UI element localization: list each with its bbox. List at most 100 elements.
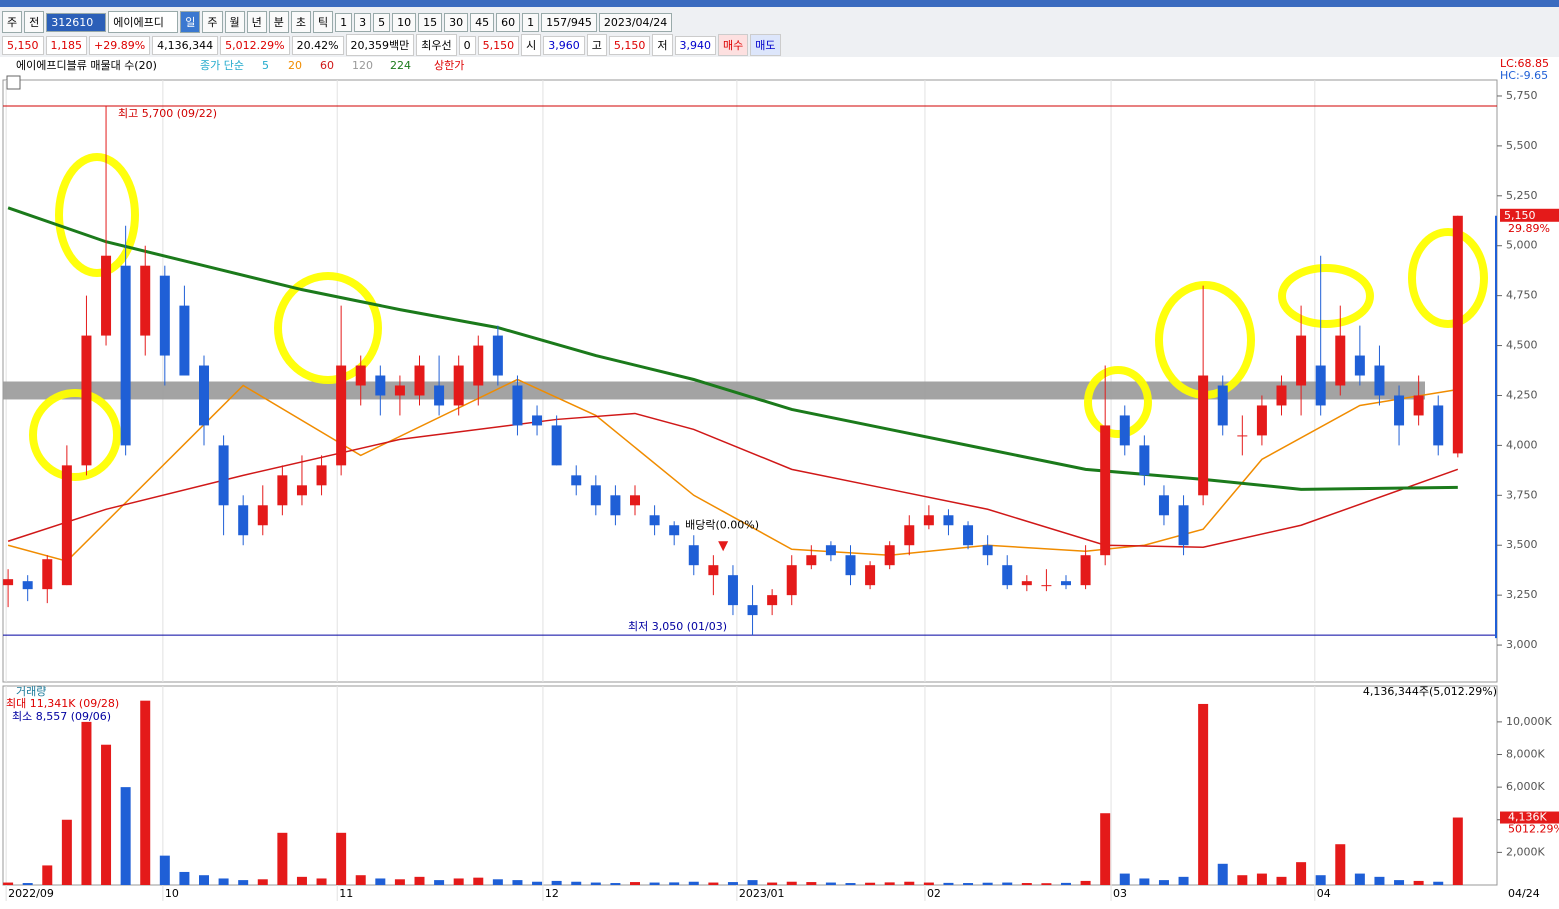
toolbar-button[interactable]: 30: [444, 12, 469, 32]
volume-bar: [394, 879, 405, 885]
candle-body: [865, 565, 876, 586]
x-tick-label: 04: [1317, 887, 1331, 900]
volume-bar: [1413, 880, 1424, 885]
volume-bar: [1335, 844, 1346, 885]
quote-field[interactable]: 5,150: [608, 35, 651, 55]
quote-field[interactable]: 5,012.29%: [220, 35, 290, 55]
y-tick-label: 5,500: [1506, 139, 1538, 152]
candle-body: [982, 545, 993, 556]
quote-field[interactable]: 4,136,344: [152, 35, 219, 55]
candle-body: [140, 265, 151, 336]
volume-bar: [199, 875, 210, 885]
candle-body: [1433, 405, 1444, 446]
y-tick-label: 5,000: [1506, 239, 1538, 252]
toolbar-button[interactable]: 1: [335, 12, 353, 32]
volume-bar: [3, 882, 14, 885]
volume-bar: [1374, 876, 1385, 885]
volume-bar: [1198, 703, 1209, 885]
toolbar-button[interactable]: 틱: [313, 11, 334, 33]
candle-body: [806, 555, 817, 566]
volume-bar: [845, 883, 856, 885]
quote-field[interactable]: 저: [652, 34, 673, 56]
toolbar-button[interactable]: 60: [496, 12, 521, 32]
candle-body: [101, 255, 112, 336]
candle-body: [199, 365, 210, 426]
hc-label: HC:-9.65: [1500, 69, 1548, 82]
toolbar-button[interactable]: 2023/04/24: [598, 12, 673, 32]
x-tick-label: 11: [339, 887, 353, 900]
highlights: [29, 153, 1488, 481]
quote-field[interactable]: 5,150: [2, 35, 44, 55]
candle-body: [159, 275, 170, 356]
x-tick-label: 10: [165, 887, 179, 900]
candle-body: [42, 559, 53, 590]
volume-bar: [414, 876, 425, 885]
toolbar-button[interactable]: 에이에프디: [108, 11, 179, 33]
candle-body: [1139, 445, 1150, 476]
toolbar-button[interactable]: 45: [470, 12, 495, 32]
toolbar-button[interactable]: 주: [202, 11, 223, 33]
toolbar-button[interactable]: 월: [224, 11, 245, 33]
quote-field[interactable]: 3,940: [674, 35, 717, 55]
quote-field[interactable]: 매수: [718, 34, 749, 56]
candle-body: [1002, 565, 1013, 586]
quote-field[interactable]: 최우선: [416, 34, 457, 56]
quote-field[interactable]: 고: [586, 34, 607, 56]
toolbar-button[interactable]: 15: [418, 12, 443, 32]
lc-label: LC:68.85: [1500, 57, 1549, 70]
y-tick-label: 4,500: [1506, 339, 1538, 352]
volume-bar: [179, 871, 190, 885]
toolbar-button[interactable]: 일: [180, 11, 201, 33]
volume-bar: [865, 882, 876, 885]
toolbar-button[interactable]: 1: [522, 12, 540, 32]
y-tick-label: 4,750: [1506, 289, 1538, 302]
toolbar-button[interactable]: 157/945: [541, 12, 597, 32]
toolbar-button[interactable]: 전: [24, 11, 45, 33]
toolbar-button[interactable]: 년: [246, 11, 267, 33]
volume-bar: [532, 881, 543, 885]
toolbar-button[interactable]: 초: [290, 11, 311, 33]
toolbar-button[interactable]: 주: [2, 11, 23, 33]
volume-bar: [336, 832, 347, 885]
last-volume: 4,136K: [1508, 811, 1547, 824]
chart-title: 에이에프디블류 매물대 수(20): [16, 59, 157, 72]
candle-body: [492, 335, 503, 376]
candle-body: [590, 485, 601, 506]
volume-bar: [375, 878, 386, 885]
legend-entry: 5: [262, 59, 269, 72]
toolbar-button[interactable]: 3: [354, 12, 372, 32]
highlight: [1084, 366, 1152, 438]
toolbar-button[interactable]: 분: [268, 11, 289, 33]
volume-bar: [159, 855, 170, 885]
quote-field[interactable]: 3,960: [543, 35, 585, 55]
candle-body: [1354, 355, 1365, 376]
ma-title: 종가 단순: [200, 59, 244, 72]
quote-field[interactable]: 1,185: [45, 35, 87, 55]
grid-icon: [6, 75, 21, 90]
volume-bar: [649, 882, 660, 885]
volume-bar: [688, 881, 699, 885]
candle-body: [551, 425, 562, 466]
toolbar-button[interactable]: 312610: [46, 12, 107, 32]
quote-field[interactable]: 매도: [750, 34, 781, 56]
quote-field[interactable]: 0: [458, 35, 476, 55]
quote-field[interactable]: 5,150: [477, 35, 520, 55]
quote-field[interactable]: 20.42%: [291, 35, 344, 55]
candle-body: [649, 515, 660, 526]
toolbar-button[interactable]: 5: [373, 12, 391, 32]
volume-bar: [22, 883, 33, 885]
x-tick-label: 03: [1113, 887, 1127, 900]
low-line-label: 최저 3,050 (01/03): [628, 620, 727, 633]
quote-field[interactable]: 시: [521, 34, 542, 56]
quote-field[interactable]: 20,359백만: [345, 34, 415, 56]
volume-bar: [630, 882, 641, 885]
volume-bar: [1002, 882, 1013, 885]
toolbar-button[interactable]: 10: [392, 12, 417, 32]
volume-bar: [923, 882, 934, 885]
volume-bar: [551, 880, 562, 885]
y-tick-label: 5,750: [1506, 89, 1538, 102]
quote-field[interactable]: +29.89%: [89, 35, 151, 55]
volume-bar: [571, 881, 582, 885]
candle-body: [923, 515, 934, 526]
